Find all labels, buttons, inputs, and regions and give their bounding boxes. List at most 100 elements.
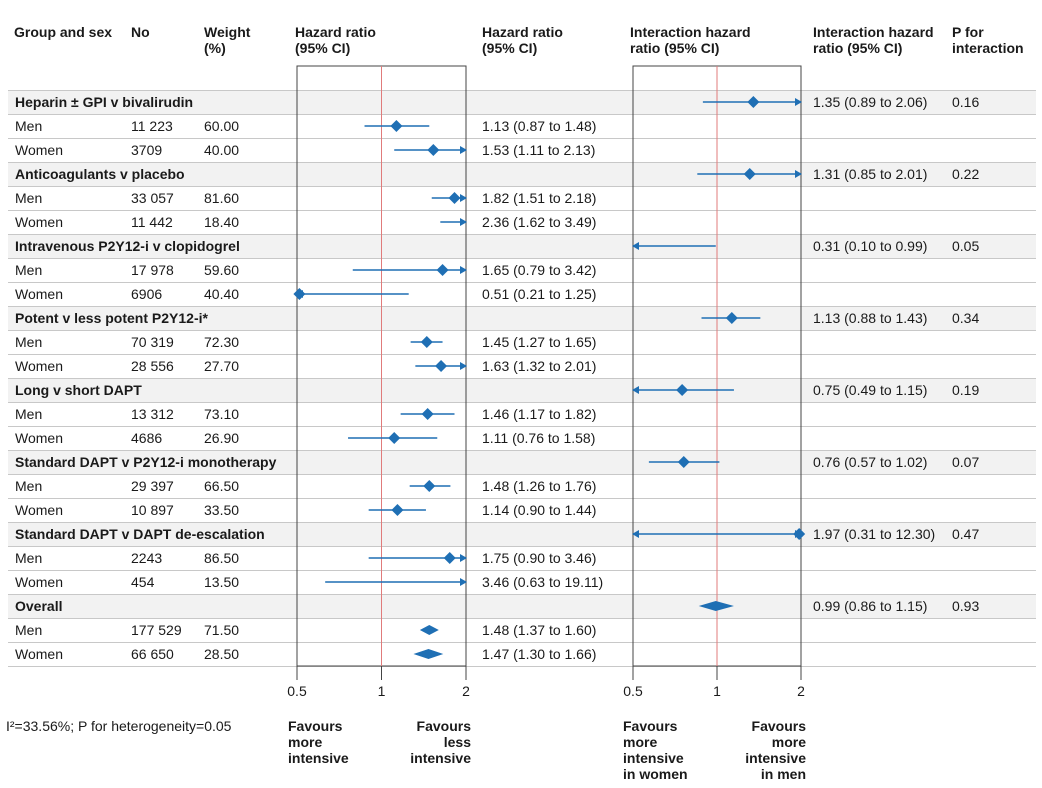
favours-more-intensive-in-men-label: Favours more intensive in men [745, 718, 806, 782]
sex-label: Men [15, 262, 43, 278]
hazard-ratio-value: 1.13 (0.87 to 1.48) [482, 118, 597, 134]
row-divider [8, 594, 1036, 595]
weight-value: 81.60 [204, 190, 240, 206]
hazard-ratio-value: 0.51 (0.21 to 1.25) [482, 286, 597, 302]
sample-size-value: 10 897 [131, 502, 174, 518]
weight-value: 71.50 [204, 622, 240, 638]
hazard-ratio-value: 1.48 (1.37 to 1.60) [482, 622, 597, 638]
group-label: Potent v less potent P2Y12-i* [15, 310, 208, 326]
weight-value: 18.40 [204, 214, 240, 230]
favours-less-intensive-label: Favours less intensive [410, 718, 471, 766]
interaction-hazard-ratio-point-estimate [747, 96, 760, 108]
row-divider [8, 378, 1036, 379]
row-divider [8, 138, 1036, 139]
group-row-band [8, 306, 1036, 330]
subgroup-row-band [8, 618, 1036, 642]
hazard-ratio-point-estimate [421, 408, 434, 420]
hazard-ratio-point-estimate [388, 432, 401, 444]
weight-value: 59.60 [204, 262, 240, 278]
group-label: Standard DAPT v P2Y12-i monotherapy [15, 454, 277, 470]
interaction-hr-value: 0.75 (0.49 to 1.15) [813, 382, 928, 398]
subgroup-row-band [8, 258, 1036, 282]
heterogeneity-footnote: I²=33.56%; P for heterogeneity=0.05 [6, 718, 232, 734]
subgroup-row-band [8, 354, 1036, 378]
p-for-interaction-value: 0.07 [952, 454, 980, 470]
hazard-ratio-ci-arrow-right [460, 194, 467, 202]
sample-size-value: 454 [131, 574, 155, 590]
header-weight: Weight (%) [204, 24, 251, 56]
header-interaction-hr-plot: Interaction hazard ratio (95% CI) [630, 24, 751, 56]
interaction-hr-value: 0.76 (0.57 to 1.02) [813, 454, 928, 470]
row-divider [8, 546, 1036, 547]
group-label: Overall [15, 598, 63, 614]
weight-value: 33.50 [204, 502, 240, 518]
subgroup-row-band [8, 210, 1036, 234]
hazard-ratio-ci-arrow-right [460, 362, 467, 370]
sample-size-value: 177 529 [131, 622, 182, 638]
weight-value: 27.70 [204, 358, 240, 374]
interaction-hr-value: 1.31 (0.85 to 2.01) [813, 166, 928, 182]
header-interaction-hr-text: Interaction hazard ratio (95% CI) [813, 24, 934, 56]
hazard-ratio-tick-label: 2 [462, 683, 470, 699]
interaction-hazard-ratio-point-estimate [676, 384, 689, 396]
row-divider [8, 282, 1036, 283]
interaction-hazard-ratio-ci-arrow-left [632, 386, 639, 394]
sex-label: Men [15, 118, 43, 134]
p-for-interaction-value: 0.34 [952, 310, 980, 326]
hazard-ratio-value: 2.36 (1.62 to 3.49) [482, 214, 597, 230]
row-divider [8, 402, 1036, 403]
sex-label: Women [15, 646, 63, 662]
p-for-interaction-value: 0.93 [952, 598, 980, 614]
favours-more-intensive-label: Favours more intensive [288, 718, 349, 766]
weight-value: 26.90 [204, 430, 240, 446]
subgroup-row-band [8, 330, 1036, 354]
sample-size-value: 33 057 [131, 190, 174, 206]
interaction-hazard-ratio-tick-label: 1 [713, 683, 721, 699]
header-p-for-interaction: P for interaction [952, 24, 1024, 56]
interaction-hazard-ratio-tick-label: 2 [797, 683, 805, 699]
row-divider [8, 570, 1036, 571]
sex-label: Women [15, 430, 63, 446]
group-row-band [8, 234, 1036, 258]
group-row-band [8, 522, 1036, 546]
interaction-hr-value: 0.31 (0.10 to 0.99) [813, 238, 928, 254]
hazard-ratio-point-estimate [448, 192, 461, 204]
row-divider [8, 306, 1036, 307]
sex-label: Men [15, 334, 43, 350]
hazard-ratio-tick-label: 1 [378, 683, 386, 699]
group-label: Anticoagulants v placebo [15, 166, 185, 182]
weight-value: 72.30 [204, 334, 240, 350]
hazard-ratio-ci-arrow-right [460, 146, 467, 154]
interaction-hazard-ratio-pooled-diamond [698, 601, 734, 611]
row-divider [8, 162, 1036, 163]
sex-label: Women [15, 214, 63, 230]
interaction-hazard-ratio-point-estimate [677, 456, 690, 468]
hazard-ratio-ci-arrow-right [460, 266, 467, 274]
group-row-band [8, 162, 1036, 186]
interaction-hazard-ratio-tick-label: 0.5 [623, 683, 643, 699]
p-for-interaction-value: 0.22 [952, 166, 980, 182]
hazard-ratio-value: 1.46 (1.17 to 1.82) [482, 406, 597, 422]
interaction-hazard-ratio-ci-arrow-right [795, 170, 802, 178]
interaction-hr-value: 0.99 (0.86 to 1.15) [813, 598, 928, 614]
subgroup-row-band [8, 546, 1036, 570]
group-row-band [8, 90, 1036, 114]
subgroup-row-band [8, 186, 1036, 210]
row-divider [8, 114, 1036, 115]
row-divider [8, 354, 1036, 355]
subgroup-row-band [8, 474, 1036, 498]
group-label: Long v short DAPT [15, 382, 142, 398]
sex-label: Women [15, 142, 63, 158]
hazard-ratio-pooled-diamond [419, 625, 439, 635]
sample-size-value: 3709 [131, 142, 163, 158]
weight-value: 40.40 [204, 286, 240, 302]
hazard-ratio-value: 1.11 (0.76 to 1.58) [482, 430, 596, 446]
hazard-ratio-point-estimate [423, 480, 436, 492]
row-divider [8, 186, 1036, 187]
sex-label: Women [15, 574, 63, 590]
hazard-ratio-value: 1.65 (0.79 to 3.42) [482, 262, 597, 278]
hazard-ratio-value: 1.53 (1.11 to 2.13) [482, 142, 596, 158]
sample-size-value: 11 442 [131, 214, 173, 230]
subgroup-row-band [8, 426, 1036, 450]
